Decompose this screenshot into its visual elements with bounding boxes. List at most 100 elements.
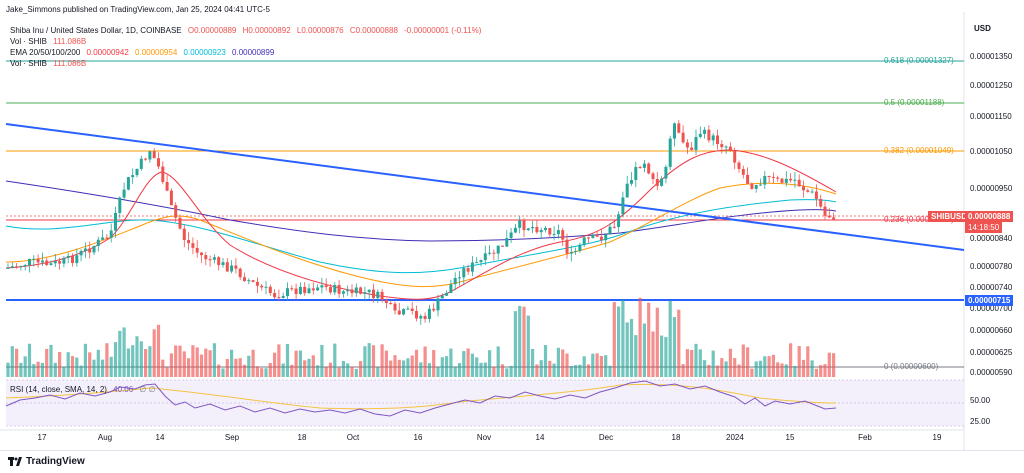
time-tick: 15: [785, 433, 795, 442]
candle-body: [673, 123, 676, 139]
candle-body: [591, 234, 595, 238]
candle-body: [402, 309, 406, 315]
candle-body: [144, 158, 148, 160]
candle-body: [195, 247, 199, 253]
volume-bar: [535, 364, 539, 377]
rsi-legend-row[interactable]: RSI (14, close, SMA, 14, 2) 40.06 ∅ ∅: [10, 385, 160, 395]
volume-bar: [92, 359, 96, 377]
candle-body: [238, 268, 242, 278]
tradingview-logo[interactable]: TradingView: [8, 456, 85, 467]
volume-bar: [238, 358, 242, 377]
candle-body: [569, 251, 573, 254]
ohlc-close: C0.00000888: [349, 26, 398, 35]
candle-body: [225, 262, 229, 272]
volume-bar: [384, 350, 388, 377]
volume-bar: [187, 358, 191, 377]
candle-body: [28, 258, 31, 266]
ema50-line: [5, 182, 837, 288]
candle-body: [58, 261, 62, 264]
volume-bar: [70, 356, 75, 377]
time-tick: 14: [155, 433, 165, 442]
volume-bar: [552, 363, 556, 377]
volume-bar: [371, 345, 376, 377]
ema20-value: 0.00000942: [86, 48, 129, 57]
ema-legend-row[interactable]: EMA 20/50/100/200 0.00000942 0.00000954 …: [10, 48, 278, 58]
candle-body: [410, 308, 414, 312]
candle-body: [806, 190, 810, 192]
candle-body: [608, 226, 612, 235]
volume-bar: [724, 361, 728, 377]
price-tick: 0.00001150: [970, 112, 1012, 121]
candle-body: [552, 234, 556, 236]
candle-body: [565, 239, 569, 254]
candle-body: [286, 288, 289, 296]
descending-trendline[interactable]: [5, 123, 965, 251]
volume-bar: [488, 350, 492, 377]
candle-body: [6, 267, 10, 269]
candle-body: [182, 228, 186, 240]
volume-bar: [625, 322, 629, 377]
volume-bar: [776, 362, 780, 377]
volume-bar: [672, 317, 677, 377]
volume-bar: [655, 307, 659, 377]
candle-body: [204, 255, 208, 260]
candle-body: [311, 288, 315, 291]
volume-bar: [806, 346, 810, 377]
time-tick: Feb: [858, 433, 872, 442]
volume-bar: [801, 359, 806, 377]
candle-body: [277, 297, 281, 299]
candle-body: [694, 136, 698, 150]
volume-bar: [264, 368, 268, 377]
candle-body: [53, 261, 57, 264]
volume-bar: [337, 367, 341, 377]
volume-bar: [260, 368, 264, 377]
candle-body: [19, 266, 23, 268]
volume-bar: [741, 344, 745, 377]
candle-body: [793, 179, 797, 181]
price-tick: 0.00000660: [970, 326, 1013, 335]
volume-bar: [113, 342, 118, 377]
candle-body: [152, 151, 156, 159]
volume-bar: [728, 348, 732, 377]
candle-body: [126, 177, 130, 190]
volume-legend-row-2[interactable]: Vol · SHIB 111.086B: [10, 59, 90, 69]
volume-value-2: 111.086B: [53, 59, 87, 68]
candle-body: [698, 133, 702, 137]
candle-body: [737, 162, 741, 170]
volume-bar: [307, 358, 311, 377]
candle-body: [212, 257, 216, 260]
volume-bar: [27, 343, 32, 377]
ema200-value: 0.00000899: [232, 48, 275, 57]
candle-body: [827, 215, 831, 218]
tradingview-brand-text: TradingView: [26, 456, 85, 467]
volume-bar: [436, 367, 440, 377]
volume-bar: [733, 358, 737, 377]
candle-body: [40, 260, 44, 263]
candle-body: [92, 245, 96, 253]
volume-bar: [578, 364, 582, 377]
candle-body: [728, 146, 732, 151]
volume-bar: [750, 368, 754, 377]
rsi-label: RSI (14, close, SMA, 14, 2): [10, 385, 107, 394]
footer-bar: TradingView: [0, 450, 1024, 473]
volume-bar: [178, 345, 182, 377]
volume-bar: [419, 362, 423, 377]
volume-bar: [797, 346, 801, 377]
candle-body: [221, 262, 225, 266]
candle-body: [165, 181, 169, 191]
time-tick: 2024: [726, 433, 744, 442]
candle-body: [664, 166, 668, 179]
volume-bar: [470, 353, 474, 377]
candle-body: [281, 295, 285, 298]
volume-bar: [612, 302, 616, 377]
volume-bar: [505, 368, 509, 377]
currency-label[interactable]: USD: [974, 24, 991, 33]
volume-legend-row[interactable]: Vol · SHIB 111.086B: [10, 37, 90, 47]
candle-body: [445, 293, 449, 296]
volume-bar: [746, 347, 750, 377]
candle-body: [208, 259, 212, 261]
volume-bar: [763, 356, 767, 377]
volume-bar: [217, 364, 221, 377]
symbol-legend-row[interactable]: Shiba Inu / United States Dollar, 1D, CO…: [10, 26, 485, 36]
